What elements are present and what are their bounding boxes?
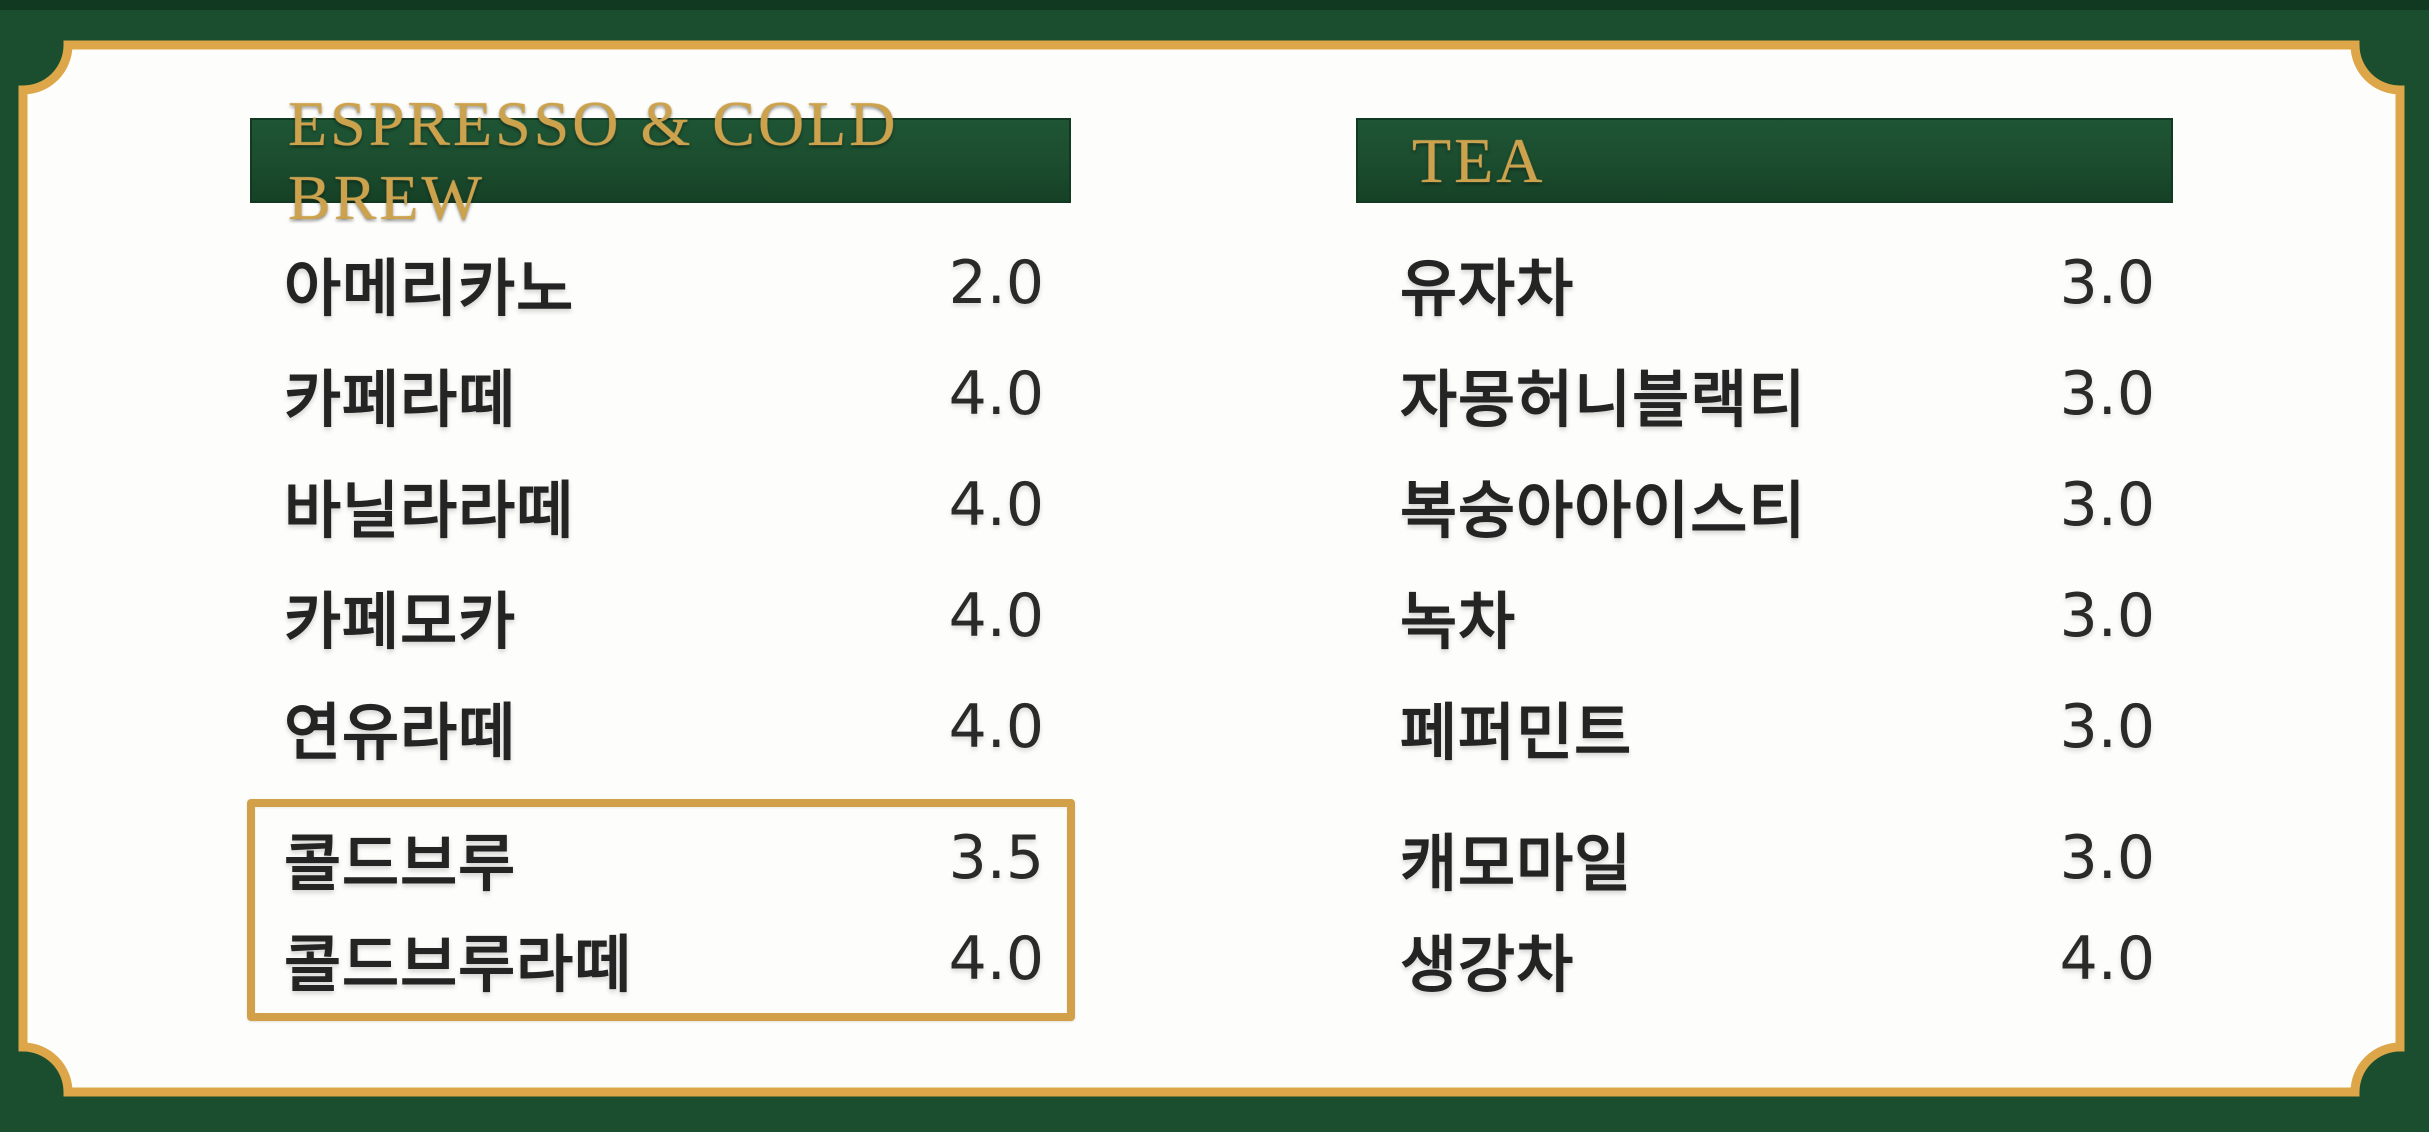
section-header-espresso: ESPRESSO & COLD BREW: [250, 88, 1071, 233]
item-price: 4.0: [948, 359, 1044, 429]
item-name: 복숭아아이스티: [1400, 474, 1807, 547]
menu-item-row-cafe-mocha: 카페모카 4.0: [284, 571, 1044, 661]
item-price: 4.0: [948, 470, 1044, 540]
menu-item-row-vanilla-latte: 바닐라라떼 4.0: [284, 460, 1044, 550]
item-name: 연유라떼: [284, 696, 517, 769]
item-name: 아메리카노: [284, 252, 575, 325]
item-price: 3.0: [2059, 359, 2155, 429]
section-title-espresso: ESPRESSO & COLD BREW: [288, 87, 899, 233]
item-price: 3.5: [948, 823, 1044, 893]
item-price: 2.0: [948, 248, 1044, 318]
item-price: 4.0: [948, 581, 1044, 651]
item-name: 카페모카: [284, 585, 517, 658]
item-price: 3.0: [2059, 470, 2155, 540]
item-name: 바닐라라떼: [284, 474, 575, 547]
menu-item-row-cold-brew-latte: 콜드브루라떼 4.0: [284, 914, 1044, 1004]
menu-item-row-peppermint: 페퍼민트 3.0: [1400, 682, 2155, 772]
item-name: 카페라떼: [284, 363, 517, 436]
item-name: 페퍼민트: [1400, 696, 1633, 769]
menu-item-row-grapefruit-honey-black-tea: 자몽허니블랙티 3.0: [1400, 349, 2155, 439]
frame-top-shade: [0, 0, 2429, 10]
menu-item-row-citron-tea: 유자차 3.0: [1400, 238, 2155, 328]
menu-item-row-green-tea: 녹차 3.0: [1400, 571, 2155, 661]
item-name: 콜드브루: [284, 827, 517, 900]
item-name: 녹차: [1400, 585, 1517, 658]
menu-item-row-cafe-latte: 카페라떼 4.0: [284, 349, 1044, 439]
section-header-tea: TEA: [1356, 118, 2173, 203]
item-name: 유자차: [1400, 252, 1575, 325]
item-price: 4.0: [2059, 924, 2155, 994]
menu-item-row-peach-iced-tea: 복숭아아이스티 3.0: [1400, 460, 2155, 550]
menu-item-row-ginger-tea: 생강차 4.0: [1400, 914, 2155, 1004]
menu-item-row-cold-brew: 콜드브루 3.5: [284, 813, 1044, 903]
item-price: 3.0: [2059, 581, 2155, 651]
item-price: 3.0: [2059, 248, 2155, 318]
item-name: 자몽허니블랙티: [1400, 363, 1807, 436]
item-price: 4.0: [948, 692, 1044, 762]
inner-panel: [18, 40, 2405, 1097]
item-price: 4.0: [948, 924, 1044, 994]
item-name: 캐모마일: [1400, 827, 1633, 900]
menu-item-row-chamomile: 캐모마일 3.0: [1400, 813, 2155, 903]
item-price: 3.0: [2059, 692, 2155, 762]
item-name: 생강차: [1400, 928, 1575, 1001]
section-title-tea: TEA: [1412, 124, 1546, 196]
item-name: 콜드브루라떼: [284, 928, 633, 1001]
menu-item-row-americano: 아메리카노 2.0: [284, 238, 1044, 328]
cold-brew-highlight-box: [247, 799, 1075, 1021]
item-price: 3.0: [2059, 823, 2155, 893]
menu-item-row-condensed-milk-latte: 연유라떼 4.0: [284, 682, 1044, 772]
